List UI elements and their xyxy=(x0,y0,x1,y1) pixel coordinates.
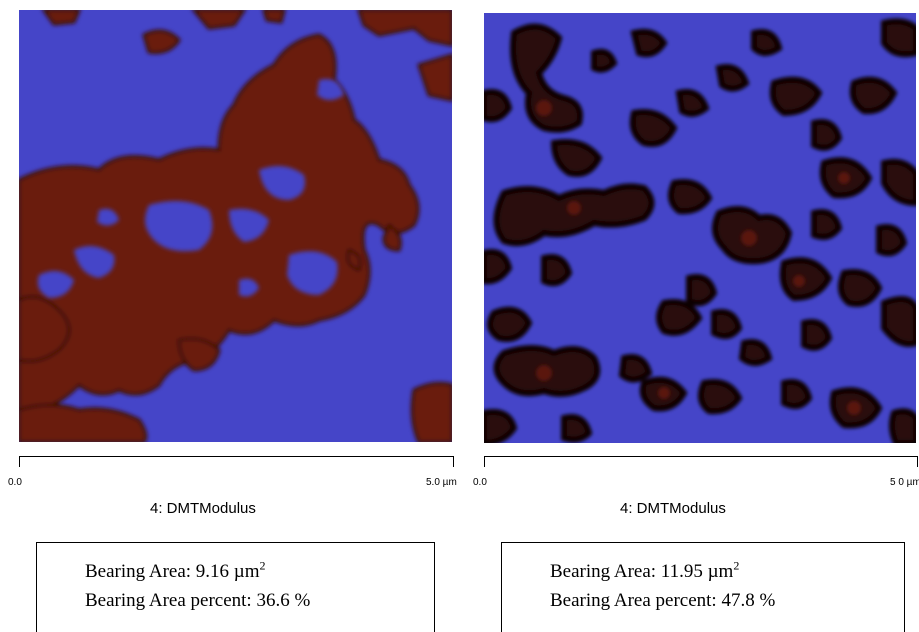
bearing-area-right: Bearing Area: 11.95 µm2 xyxy=(550,558,740,583)
scale-start-right: 0.0 xyxy=(473,477,487,488)
bearing-area-label-left: Bearing Area: xyxy=(85,561,196,582)
bearing-area-exp-left: 2 xyxy=(259,558,266,573)
scale-end-right: 5 0 µm xyxy=(890,477,919,488)
bearing-area-value-left: 9.16 xyxy=(195,561,230,582)
bearing-area-left: Bearing Area: 9.16 µm2 xyxy=(85,558,266,583)
bearing-percent-left: Bearing Area percent: 36.6 % xyxy=(85,590,311,611)
bearing-area-label-right: Bearing Area: xyxy=(550,561,661,582)
scale-bar-left xyxy=(19,456,454,467)
bearing-info-box-left: Bearing Area: 9.16 µm2 Bearing Area perc… xyxy=(36,542,435,632)
afm-map-right xyxy=(484,13,916,443)
bearing-area-value-right: 11.95 xyxy=(660,561,703,582)
afm-map-left xyxy=(19,10,452,442)
bearing-info-box-right: Bearing Area: 11.95 µm2 Bearing Area per… xyxy=(501,542,905,632)
channel-label-right: 4: DMTModulus xyxy=(620,500,726,517)
channel-label-left: 4: DMTModulus xyxy=(150,500,256,517)
bearing-area-unit-left: µm xyxy=(233,561,260,582)
bearing-area-unit-right: µm xyxy=(707,561,734,582)
bearing-area-exp-right: 2 xyxy=(733,558,740,573)
scale-bar-right xyxy=(484,456,918,467)
scale-start-left: 0.0 xyxy=(8,477,22,488)
scale-end-left: 5.0 µm xyxy=(426,477,457,488)
bearing-percent-right: Bearing Area percent: 47.8 % xyxy=(550,590,776,611)
